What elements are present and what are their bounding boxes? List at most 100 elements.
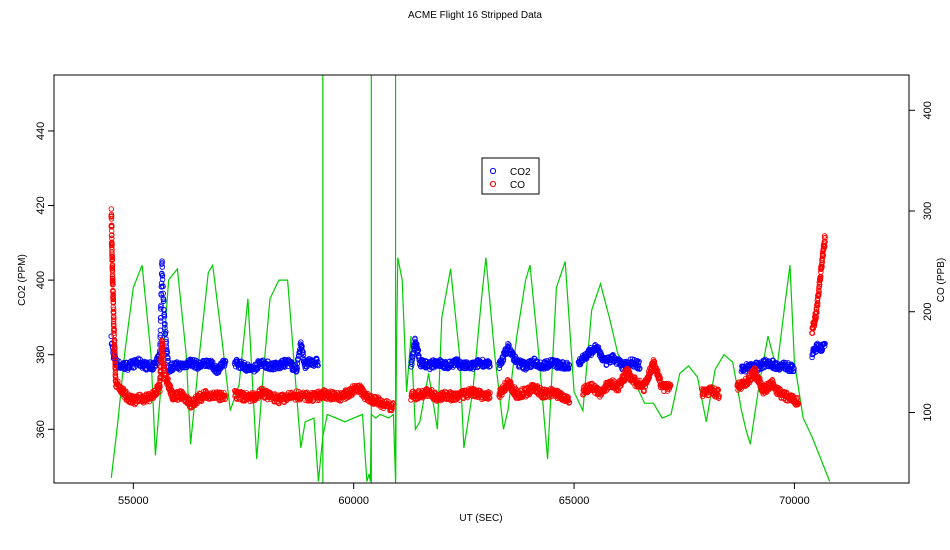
- point-co2: [610, 351, 616, 358]
- x-axis-label: UT (SEC): [459, 513, 502, 524]
- point-co2: [160, 283, 166, 290]
- point-co: [816, 283, 823, 290]
- point-co2: [636, 358, 642, 365]
- point-co2: [822, 340, 828, 347]
- point-co2: [821, 343, 828, 349]
- series-co: [108, 206, 828, 414]
- point-co: [108, 232, 115, 239]
- point-co: [108, 213, 115, 219]
- point-co: [667, 382, 674, 388]
- point-co2: [108, 333, 114, 340]
- plot-frame: [53, 74, 910, 484]
- y-axis: 360 380 400 420 440: [35, 122, 54, 438]
- point-co2: [487, 363, 493, 369]
- point-co: [390, 400, 396, 406]
- point-co: [112, 364, 119, 370]
- point-co2: [299, 344, 305, 350]
- point-co: [485, 389, 492, 395]
- point-co2: [160, 298, 167, 304]
- point-co2: [160, 290, 166, 297]
- y-tick-label: 440: [35, 122, 47, 140]
- point-co: [566, 399, 573, 406]
- point-co: [112, 351, 118, 357]
- point-co2: [126, 365, 133, 371]
- chart-title: ACME Flight 16 Stripped Data: [408, 10, 542, 21]
- x-tick-label: 60000: [338, 495, 369, 507]
- point-co2: [791, 368, 797, 374]
- point-co2: [462, 359, 468, 365]
- series-co2: [108, 258, 828, 377]
- y2-axis: 100 200 300 400: [909, 101, 934, 422]
- point-co: [159, 342, 166, 348]
- point-co2: [565, 366, 572, 372]
- point-co: [222, 396, 228, 402]
- point-co: [110, 309, 117, 316]
- x-tick-label: 65000: [559, 495, 590, 507]
- point-co2: [566, 362, 572, 368]
- point-co: [651, 358, 658, 365]
- point-co2: [314, 359, 321, 365]
- legend-marker-co: [489, 180, 497, 188]
- y2-tick-label: 300: [922, 202, 934, 220]
- data-layer: [108, 75, 831, 483]
- point-co: [132, 401, 138, 408]
- point-co: [795, 400, 802, 407]
- point-co: [641, 388, 647, 395]
- point-co2: [506, 342, 512, 348]
- point-co2: [414, 344, 421, 351]
- point-co: [110, 281, 116, 288]
- point-co2: [163, 329, 169, 335]
- point-co2: [300, 349, 306, 355]
- point-co: [109, 254, 115, 261]
- point-co: [108, 206, 115, 212]
- point-co2: [414, 341, 420, 347]
- point-co: [112, 358, 118, 365]
- point-co: [112, 354, 118, 361]
- point-co: [565, 394, 571, 400]
- point-co2: [314, 361, 321, 368]
- point-co: [813, 315, 819, 322]
- point-co: [161, 362, 167, 369]
- point-co: [715, 387, 722, 393]
- y2-axis-label: CO (PPB): [936, 258, 947, 302]
- point-co: [109, 249, 115, 255]
- point-co2: [159, 258, 165, 264]
- point-co: [822, 234, 828, 241]
- point-co2: [159, 260, 165, 266]
- point-co2: [139, 365, 145, 371]
- point-co: [109, 264, 116, 271]
- legend-label-co2: CO2: [510, 167, 531, 178]
- point-co: [757, 375, 763, 382]
- point-co: [111, 342, 118, 349]
- point-co2: [157, 327, 164, 334]
- point-co: [816, 288, 822, 295]
- point-co: [388, 407, 395, 414]
- point-co: [817, 275, 824, 282]
- point-co2: [789, 362, 796, 369]
- point-co: [110, 279, 116, 285]
- point-co2: [288, 358, 295, 365]
- point-co: [715, 395, 722, 401]
- point-co2: [157, 318, 164, 324]
- point-co: [752, 365, 758, 372]
- point-co: [110, 306, 117, 313]
- point-co2: [415, 347, 422, 353]
- point-co: [222, 392, 229, 399]
- point-co2: [158, 315, 164, 321]
- point-co2: [294, 366, 300, 372]
- point-co2: [159, 264, 166, 270]
- point-co: [110, 296, 117, 303]
- point-co: [813, 305, 820, 312]
- point-co2: [158, 302, 164, 309]
- x-axis: 55000 60000 65000 70000: [118, 483, 810, 507]
- point-co: [487, 390, 493, 396]
- point-co2: [222, 358, 229, 365]
- point-co2: [409, 357, 416, 363]
- y2-tick-label: 200: [922, 303, 934, 321]
- point-co2: [486, 360, 493, 367]
- point-co2: [282, 364, 288, 370]
- point-co: [615, 387, 622, 394]
- legend-marker-co2: [489, 167, 497, 175]
- point-co2: [209, 359, 216, 365]
